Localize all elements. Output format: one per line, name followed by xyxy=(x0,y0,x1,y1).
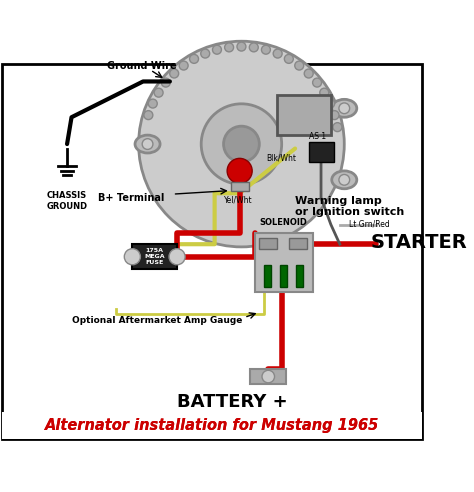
Bar xyxy=(264,265,271,287)
Circle shape xyxy=(225,43,234,52)
Bar xyxy=(289,238,307,248)
Circle shape xyxy=(154,88,163,97)
Ellipse shape xyxy=(135,135,160,153)
Text: Warning lamp
or Ignition switch: Warning lamp or Ignition switch xyxy=(295,196,404,217)
Ellipse shape xyxy=(332,99,357,117)
Circle shape xyxy=(326,99,335,108)
Bar xyxy=(259,238,277,248)
Circle shape xyxy=(284,55,293,63)
Circle shape xyxy=(330,111,339,120)
Circle shape xyxy=(124,248,140,265)
Circle shape xyxy=(333,123,342,131)
Bar xyxy=(309,142,334,162)
Circle shape xyxy=(339,175,350,185)
Bar xyxy=(231,182,248,190)
Text: STARTER: STARTER xyxy=(371,233,468,252)
Circle shape xyxy=(304,69,313,78)
Bar xyxy=(296,265,303,287)
Text: Yel/Wht: Yel/Wht xyxy=(224,195,252,204)
Circle shape xyxy=(212,45,221,54)
Text: B+ Terminal: B+ Terminal xyxy=(99,193,165,203)
Text: Alternator installation for Mustang 1965: Alternator installation for Mustang 1965 xyxy=(45,418,379,433)
Bar xyxy=(132,244,177,269)
Circle shape xyxy=(169,248,185,265)
Text: Ground Wire: Ground Wire xyxy=(107,62,177,71)
Circle shape xyxy=(320,88,329,97)
Text: BATTERY +: BATTERY + xyxy=(177,393,288,411)
Circle shape xyxy=(138,41,344,247)
Text: SOLENOID: SOLENOID xyxy=(260,218,308,227)
Circle shape xyxy=(339,103,350,114)
Circle shape xyxy=(161,78,170,87)
Circle shape xyxy=(190,55,199,63)
Bar xyxy=(280,265,287,287)
Bar xyxy=(2,412,422,439)
Text: Alternator installation for Mustang 1965: Alternator installation for Mustang 1965 xyxy=(45,418,379,433)
Circle shape xyxy=(179,61,188,70)
Text: Blk/Wht: Blk/Wht xyxy=(266,153,296,162)
Circle shape xyxy=(262,370,274,383)
Ellipse shape xyxy=(332,171,357,189)
Circle shape xyxy=(249,43,258,52)
Circle shape xyxy=(224,126,259,162)
Text: CHASSIS
GROUND: CHASSIS GROUND xyxy=(46,191,88,211)
Circle shape xyxy=(201,104,282,184)
Text: AS 1: AS 1 xyxy=(310,132,327,141)
Circle shape xyxy=(313,78,321,87)
Bar xyxy=(2,412,422,439)
Circle shape xyxy=(142,139,153,150)
Circle shape xyxy=(227,158,252,184)
Circle shape xyxy=(144,111,153,120)
Circle shape xyxy=(295,61,304,70)
Text: Optional Aftermarket Amp Gauge: Optional Aftermarket Amp Gauge xyxy=(72,316,242,325)
Circle shape xyxy=(201,49,210,58)
Circle shape xyxy=(273,49,282,58)
Bar xyxy=(255,234,313,292)
Circle shape xyxy=(148,99,157,108)
Bar xyxy=(277,95,331,135)
Circle shape xyxy=(237,42,246,51)
Bar xyxy=(250,369,286,384)
Text: 175A
MEGA
FUSE: 175A MEGA FUSE xyxy=(145,248,165,265)
Bar xyxy=(2,63,422,439)
Text: Lt Grn/Red: Lt Grn/Red xyxy=(349,219,390,228)
Circle shape xyxy=(262,45,270,54)
Circle shape xyxy=(170,69,179,78)
